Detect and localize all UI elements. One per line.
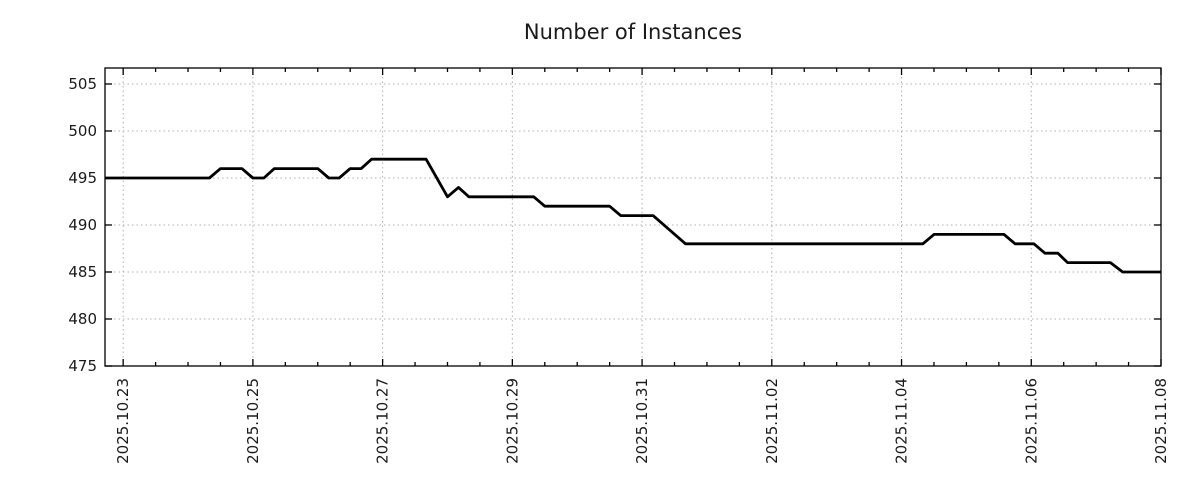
- grid-layer: [105, 68, 1162, 367]
- x-tick-label: 2025.11.02: [763, 378, 781, 464]
- x-tick-label: 2025.10.29: [503, 378, 521, 464]
- y-tick-label: 505: [68, 75, 97, 93]
- series-layer: [105, 157, 1161, 274]
- y-tick-label: 500: [68, 122, 97, 140]
- y-tick-label: 475: [68, 357, 97, 375]
- x-tick-label: 2025.11.06: [1022, 378, 1040, 464]
- y-tick-label: 480: [68, 310, 97, 328]
- label-layer: 475 480 485 490 495 500 505 2025.10.23 2025.10.2…: [68, 75, 1170, 464]
- x-tick-label: 2025.11.04: [893, 378, 911, 464]
- x-tick-label: 2025.10.31: [633, 378, 651, 464]
- series-line: [105, 157, 1161, 274]
- x-tick-label: 2025.10.27: [374, 378, 392, 464]
- chart-title: Number of Instances: [524, 20, 742, 44]
- x-tick-label: 2025.10.23: [114, 378, 132, 464]
- plot-border: [104, 67, 1162, 367]
- x-tick-label: 2025.11.08: [1152, 378, 1170, 464]
- y-tick-label: 485: [68, 263, 97, 281]
- x-tick-label: 2025.10.25: [244, 378, 262, 464]
- axis-layer: [104, 67, 1162, 367]
- y-tick-label: 490: [68, 216, 97, 234]
- y-tick-label: 495: [68, 169, 97, 187]
